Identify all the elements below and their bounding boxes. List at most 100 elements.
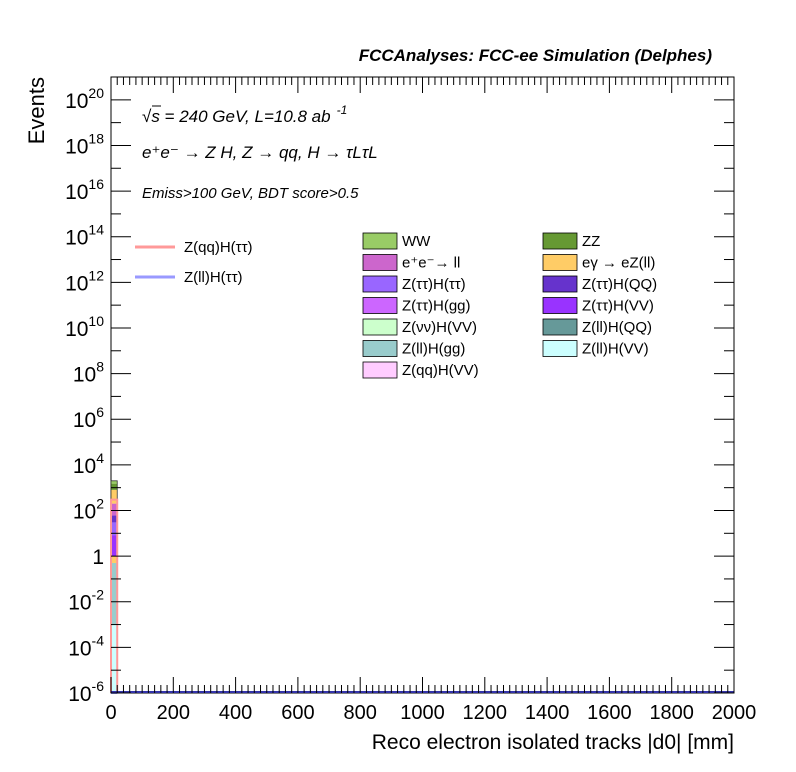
legend-box-label: WW — [402, 233, 431, 250]
bar-segment-4 — [111, 522, 118, 536]
legend-box-swatch — [362, 340, 398, 357]
y-tick-base: 10 — [65, 135, 88, 158]
legend-box-label: Z(qq)H(VV) — [402, 362, 479, 379]
y-tick-label: 1020 — [65, 85, 104, 113]
x-tick-label: 0 — [105, 702, 116, 724]
background-legend: WW ZZ e⁺e⁻→ ll eγ → eZ(ll) Z(ττ)H(ττ) Z(ττ)H(… — [362, 232, 657, 379]
legend-line-label: Z(ll)H(ττ) — [184, 269, 243, 286]
legend-box-swatch — [542, 275, 578, 293]
y-tick-exponent: 10 — [88, 313, 104, 329]
bar-segment-6 — [111, 503, 118, 516]
y-tick-label: 1012 — [65, 267, 104, 295]
bar-segment-9 — [111, 480, 118, 484]
y-tick-label: 10-2 — [68, 587, 104, 615]
chart-title: FCCAnalyses: FCC-ee Simulation (Delphes) — [359, 46, 713, 65]
plot-frame — [110, 76, 735, 694]
legend-box-swatch — [542, 340, 578, 357]
bar-segment-1 — [111, 562, 118, 625]
y-tick-label: 1016 — [65, 176, 104, 204]
y-tick-base: 10 — [65, 90, 88, 113]
legend-box-swatch — [542, 254, 578, 271]
y-tick-base: 10 — [73, 500, 96, 523]
y-tick-label: 104 — [73, 450, 104, 478]
legend-box-label: Z(ττ)H(ττ) — [402, 276, 466, 293]
legend-box-label: ZZ — [582, 233, 600, 250]
y-tick-exponent: 12 — [88, 267, 104, 283]
legend-line-label: Z(qq)H(ττ) — [184, 239, 253, 256]
y-axis-ticks: 10-610-410-21102104106108101010121014101… — [65, 85, 734, 706]
legend-box-swatch — [542, 318, 578, 336]
y-axis-label: Events — [24, 77, 49, 144]
process-annotation: e⁺e⁻ → Z H, Z → qq, H → τLτL — [142, 143, 378, 162]
legend-box-label: Z(ττ)H(gg) — [402, 298, 471, 315]
x-tick-label: 200 — [157, 702, 190, 724]
legend-box-swatch — [362, 254, 398, 271]
y-tick-label: 1014 — [65, 222, 104, 250]
y-tick-label: 102 — [73, 495, 104, 523]
y-tick-exponent: -2 — [92, 587, 105, 603]
legend-box-label: Z(ll)H(VV) — [582, 341, 649, 358]
x-axis-label: Reco electron isolated tracks |d0| [mm] — [372, 731, 734, 754]
x-tick-label: 2000 — [712, 702, 757, 724]
y-tick-base: 10 — [73, 409, 96, 432]
y-tick-label: 1 — [92, 546, 104, 569]
x-tick-label: 1600 — [587, 702, 632, 724]
y-tick-exponent: 4 — [96, 450, 104, 466]
legend-box-label: Z(ll)H(QQ) — [582, 319, 652, 336]
y-tick-base: 10 — [65, 227, 88, 250]
y-tick-label: 108 — [73, 359, 104, 387]
energy-text: √s = 240 GeV, L=10.8 ab — [142, 107, 331, 126]
x-axis-ticks: 0 200 400 600 800 1000 1200 1400 1600 1800 2000 — [105, 77, 756, 724]
y-tick-base: 10 — [68, 683, 91, 706]
x-tick-label: 1000 — [400, 702, 445, 724]
x-tick-label: 400 — [219, 702, 252, 724]
legend-box-swatch — [362, 318, 398, 336]
x-tick-label: 800 — [344, 702, 377, 724]
bar-segment-7 — [111, 489, 118, 504]
y-tick-exponent: 20 — [88, 85, 104, 101]
energy-exponent: -1 — [337, 103, 348, 117]
y-tick-label: 106 — [73, 404, 104, 432]
x-tick-label: 600 — [281, 702, 314, 724]
y-tick-exponent: -4 — [92, 632, 105, 648]
bar-segment-3 — [111, 535, 118, 557]
legend-box-label: Z(ττ)H(VV) — [582, 298, 654, 315]
x-tick-label: 1400 — [525, 702, 570, 724]
bar-segment-0 — [111, 624, 118, 693]
y-tick-base: 10 — [73, 364, 96, 387]
y-tick-exponent: -6 — [92, 678, 105, 694]
bar-segment-5 — [111, 515, 118, 523]
y-tick-label: 1018 — [65, 130, 104, 158]
signal-line-0 — [110, 498, 119, 693]
y-tick-exponent: 8 — [96, 359, 104, 375]
y-tick-base: 10 — [68, 637, 91, 660]
legend-box-swatch — [362, 361, 398, 379]
y-tick-exponent: 6 — [96, 404, 104, 420]
y-tick-base: 10 — [65, 181, 88, 204]
x-tick-label: 1800 — [649, 702, 694, 724]
legend-box-label: Z(νν)H(VV) — [402, 319, 477, 336]
legend-box-swatch — [362, 275, 398, 293]
legend-box-swatch — [542, 297, 578, 314]
legend-box-label: Z(ττ)H(QQ) — [582, 276, 657, 293]
y-tick-base: 1 — [92, 546, 104, 569]
y-tick-label: 1010 — [65, 313, 104, 341]
legend-box-label: eγ → eZ(ll) — [582, 255, 655, 272]
y-tick-label: 10-4 — [68, 632, 104, 660]
x-tick-label: 1200 — [463, 702, 508, 724]
bar-segment-2 — [111, 556, 118, 563]
legend-box-label: Z(ll)H(gg) — [402, 341, 465, 358]
legend-box-swatch — [362, 232, 398, 250]
energy-annotation: √s = 240 GeV, L=10.8 ab -1 — [142, 103, 347, 126]
y-tick-base: 10 — [65, 272, 88, 295]
legend-box-swatch — [362, 297, 398, 314]
bar-segment-8 — [111, 483, 118, 490]
y-tick-exponent: 16 — [88, 176, 104, 192]
legend-box-label: e⁺e⁻→ ll — [402, 255, 460, 272]
y-tick-exponent: 18 — [88, 130, 104, 146]
y-tick-exponent: 2 — [96, 495, 104, 511]
signal-legend: Z(qq)H(ττ) Z(ll)H(ττ) — [135, 239, 253, 286]
y-tick-exponent: 14 — [88, 222, 104, 238]
legend-box-swatch — [542, 232, 578, 250]
